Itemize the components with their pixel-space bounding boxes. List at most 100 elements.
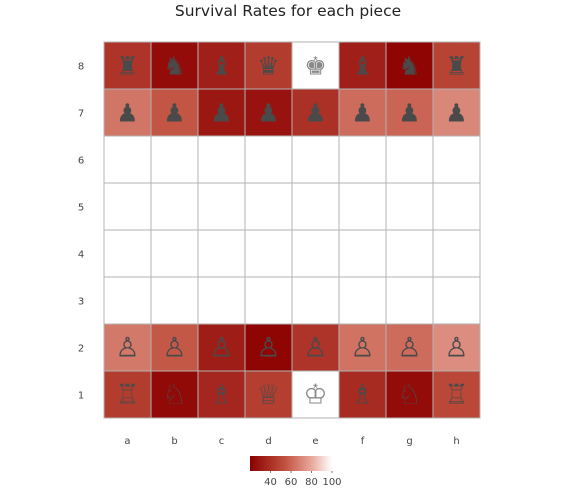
y-tick-label: 8 <box>78 62 84 73</box>
white-bishop-icon: ♗ <box>350 380 374 411</box>
x-tick-label: g <box>406 436 412 447</box>
y-tick-label: 3 <box>78 297 84 308</box>
white-bishop-icon: ♗ <box>209 380 233 411</box>
heatmap-cell-f5 <box>338 182 387 231</box>
heatmap-cell-c6 <box>197 135 246 184</box>
heatmap-cell-g5 <box>385 182 434 231</box>
colorbar-tick-label: 40 <box>264 477 277 488</box>
heatmap-cell-f2 <box>338 323 387 372</box>
y-tick-label: 4 <box>78 250 84 261</box>
heatmap-cell-d5 <box>244 182 293 231</box>
heatmap-cell-c2 <box>197 323 246 372</box>
colorbar <box>250 456 332 471</box>
white-king-icon: ♔ <box>303 380 327 411</box>
white-rook-icon: ♖ <box>115 380 139 411</box>
heatmap-cell-a5 <box>103 182 152 231</box>
y-tick-label: 5 <box>78 203 84 214</box>
white-pawn-icon: ♙ <box>303 333 327 364</box>
heatmap-cell-c3 <box>197 276 246 325</box>
white-knight-icon: ♘ <box>162 380 186 411</box>
heatmap-cell-d6 <box>244 135 293 184</box>
heatmap-cell-b2 <box>150 323 199 372</box>
heatmap-cell-g1 <box>385 370 434 419</box>
black-knight-icon: ♞ <box>398 52 420 81</box>
heatmap-cell-c5 <box>197 182 246 231</box>
white-pawn-icon: ♙ <box>256 333 280 364</box>
heatmap-cell-c7 <box>197 88 246 137</box>
heatmap-cell-e6 <box>291 135 340 184</box>
black-pawn-icon: ♟ <box>351 99 373 128</box>
black-pawn-icon: ♟ <box>257 99 279 128</box>
heatmap-cell-a4 <box>103 229 152 278</box>
black-knight-icon: ♞ <box>163 52 185 81</box>
heatmap-cell-g7 <box>385 88 434 137</box>
heatmap-cell-e5 <box>291 182 340 231</box>
black-rook-icon: ♜ <box>116 52 138 81</box>
heatmap-cell-g8 <box>385 41 434 90</box>
white-knight-icon: ♘ <box>397 380 421 411</box>
heatmap-cell-e7 <box>291 88 340 137</box>
chart-title: Survival Rates for each piece <box>174 2 402 20</box>
white-pawn-icon: ♙ <box>444 333 468 364</box>
heatmap-cell-d1 <box>244 370 293 419</box>
colorbar-tick-label: 100 <box>322 477 341 488</box>
y-tick-label: 1 <box>78 391 84 402</box>
black-bishop-icon: ♝ <box>210 52 232 81</box>
white-pawn-icon: ♙ <box>397 333 421 364</box>
x-tick-label: a <box>124 436 130 447</box>
white-queen-icon: ♕ <box>256 380 280 411</box>
y-tick-label: 7 <box>78 109 84 120</box>
x-tick-label: h <box>453 436 459 447</box>
x-tick-label: c <box>219 436 225 447</box>
heatmap-cell-d7 <box>244 88 293 137</box>
heatmap-cell-h7 <box>432 88 481 137</box>
heatmap-cell-a1 <box>103 370 152 419</box>
black-pawn-icon: ♟ <box>210 99 232 128</box>
heatmap-cell-f8 <box>338 41 387 90</box>
black-pawn-icon: ♟ <box>398 99 420 128</box>
y-tick-label: 6 <box>78 156 84 167</box>
black-bishop-icon: ♝ <box>351 52 373 81</box>
heatmap-cell-d3 <box>244 276 293 325</box>
heatmap-cell-e1 <box>291 370 340 419</box>
black-pawn-icon: ♟ <box>304 99 326 128</box>
heatmap-cell-a6 <box>103 135 152 184</box>
heatmap-cell-c4 <box>197 229 246 278</box>
white-pawn-icon: ♙ <box>209 333 233 364</box>
black-queen-icon: ♛ <box>257 52 279 81</box>
heatmap-cell-e3 <box>291 276 340 325</box>
x-tick-label: e <box>312 436 318 447</box>
heatmap-cell-h3 <box>432 276 481 325</box>
black-rook-icon: ♜ <box>445 52 467 81</box>
black-pawn-icon: ♟ <box>163 99 185 128</box>
heatmap-cell-h5 <box>432 182 481 231</box>
colorbar-tick-label: 60 <box>285 477 298 488</box>
heatmap-cell-h8 <box>432 41 481 90</box>
heatmap-cell-f6 <box>338 135 387 184</box>
heatmap-cell-g6 <box>385 135 434 184</box>
black-pawn-icon: ♟ <box>116 99 138 128</box>
heatmap-cell-h6 <box>432 135 481 184</box>
heatmap-cell-e4 <box>291 229 340 278</box>
heatmap-cell-h1 <box>432 370 481 419</box>
heatmap-cell-e8 <box>291 41 340 90</box>
heatmap-cell-b4 <box>150 229 199 278</box>
x-tick-label: d <box>265 436 271 447</box>
white-pawn-icon: ♙ <box>115 333 139 364</box>
white-pawn-icon: ♙ <box>350 333 374 364</box>
heatmap-cell-f3 <box>338 276 387 325</box>
heatmap-cell-f1 <box>338 370 387 419</box>
x-tick-label: b <box>171 436 177 447</box>
colorbar-tick-label: 80 <box>305 477 318 488</box>
heatmap-cell-c1 <box>197 370 246 419</box>
black-pawn-icon: ♟ <box>445 99 467 128</box>
heatmap-cell-g4 <box>385 229 434 278</box>
black-king-icon: ♚ <box>304 52 326 81</box>
heatmap-cell-h4 <box>432 229 481 278</box>
white-rook-icon: ♖ <box>444 380 468 411</box>
heatmap-cell-b3 <box>150 276 199 325</box>
heatmap-cell-b6 <box>150 135 199 184</box>
heatmap-cell-b5 <box>150 182 199 231</box>
heatmap-cell-a3 <box>103 276 152 325</box>
